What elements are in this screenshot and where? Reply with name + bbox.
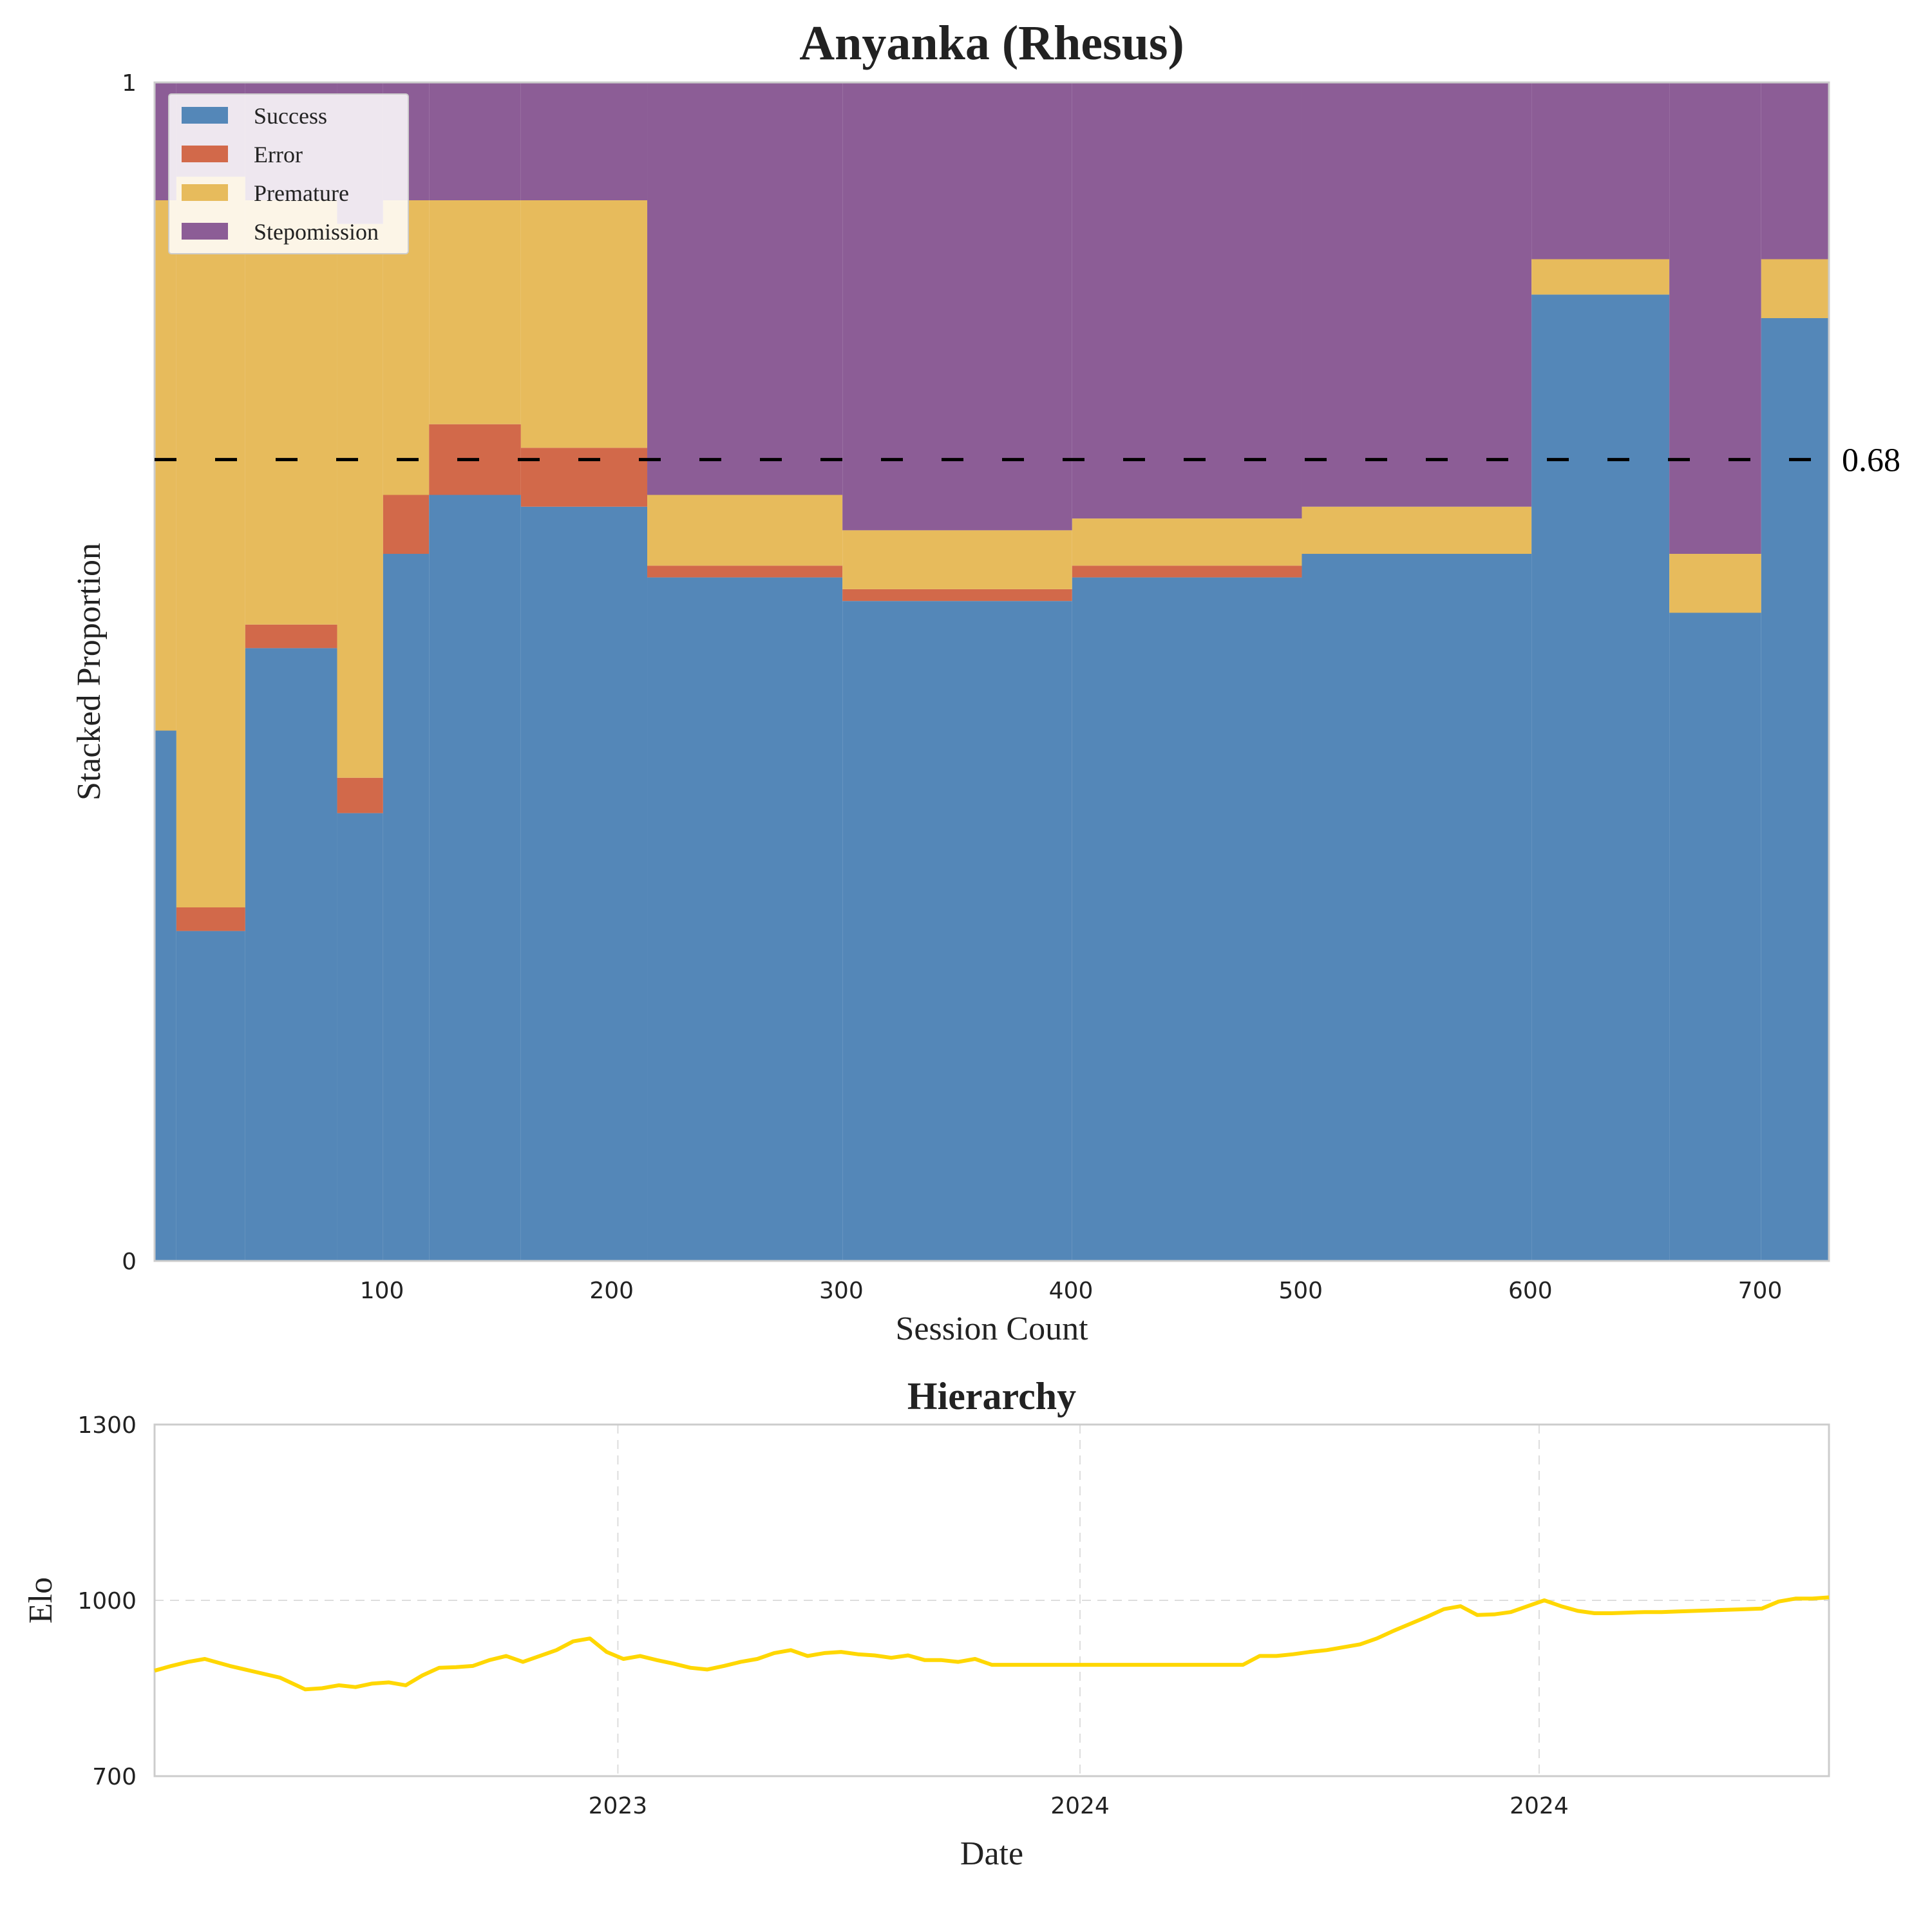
stack-segment-premature-6 (520, 200, 648, 448)
top-x-tick-labels: 100 200 300 400 500 600 700 (360, 1278, 1783, 1304)
stack-segment-error-9 (1072, 565, 1302, 578)
stack-segment-stepomission-6 (520, 82, 648, 200)
stack-segment-success-5 (429, 495, 521, 1261)
bottom-x-tick-0: 2023 (589, 1793, 648, 1819)
stack-segment-stepomission-8 (842, 82, 1072, 531)
top-x-axis-label: Session Count (895, 1311, 1088, 1347)
stack-segment-premature-1 (176, 176, 245, 907)
top-chart-legend: Success Error Premature Stepomission (168, 93, 409, 254)
top-chart-title: Anyanka (Rhesus) (799, 16, 1184, 70)
top-y-tick-labels: 01 (122, 70, 137, 1275)
bottom-x-tick-1: 2024 (1050, 1793, 1110, 1819)
stack-segment-premature-8 (842, 530, 1072, 589)
reference-line-label: 0.68 (1842, 442, 1900, 479)
stack-segment-success-4 (383, 554, 430, 1261)
top-x-tick-100: 100 (360, 1278, 404, 1304)
stacked-proportion-chart: Anyanka (Rhesus) 0.68 100 200 300 400 500 600… (71, 16, 1900, 1347)
top-y-tick-0: 0 (122, 1249, 137, 1275)
bottom-y-tick-labels: 700 1000 1300 (77, 1412, 137, 1790)
stack-segment-success-10 (1302, 554, 1532, 1261)
bottom-x-axis-label: Date (960, 1835, 1023, 1872)
stack-segment-premature-7 (647, 495, 843, 566)
stack-segment-stepomission-12 (1669, 82, 1761, 554)
bottom-y-tick-700: 700 (92, 1764, 137, 1790)
stack-segment-stepomission-11 (1531, 82, 1670, 260)
stack-segment-premature-3 (337, 223, 383, 778)
stack-segment-error-3 (337, 777, 383, 813)
stack-segment-error-2 (245, 624, 337, 649)
stack-segment-premature-10 (1302, 506, 1532, 554)
stack-segment-premature-0 (155, 200, 176, 731)
stack-segment-stepomission-13 (1761, 82, 1829, 260)
stack-segment-success-1 (176, 931, 245, 1261)
bottom-chart-frame (153, 1423, 1830, 1777)
stack-segment-success-3 (337, 813, 383, 1261)
top-y-axis-label: Stacked Proportion (71, 543, 108, 800)
bottom-x-tick-labels: 2023 2024 2024 (589, 1793, 1569, 1819)
stack-segment-premature-5 (429, 200, 521, 424)
stack-segment-success-9 (1072, 577, 1302, 1261)
stack-segment-error-4 (383, 495, 430, 554)
legend-label-stepomission: Stepomission (254, 219, 379, 245)
stack-segment-success-11 (1531, 294, 1670, 1261)
top-x-tick-300: 300 (819, 1278, 864, 1304)
legend-swatch-stepomission (182, 223, 228, 240)
top-y-tick-1: 1 (122, 70, 137, 97)
stack-segment-error-6 (520, 448, 648, 507)
stack-segment-success-12 (1669, 612, 1761, 1261)
stack-segment-success-2 (245, 648, 337, 1261)
stack-segment-premature-12 (1669, 554, 1761, 613)
stack-segment-success-8 (842, 601, 1072, 1262)
stack-segment-premature-9 (1072, 518, 1302, 566)
bottom-x-tick-2: 2024 (1510, 1793, 1569, 1819)
top-x-tick-700: 700 (1738, 1278, 1783, 1304)
bottom-y-tick-1000: 1000 (77, 1588, 137, 1615)
top-x-tick-400: 400 (1049, 1278, 1094, 1304)
stack-segment-success-13 (1761, 318, 1829, 1261)
stack-segment-stepomission-9 (1072, 82, 1302, 519)
legend-frame (168, 93, 409, 254)
stack-segment-error-7 (647, 565, 843, 578)
top-x-tick-200: 200 (589, 1278, 634, 1304)
legend-swatch-error (182, 146, 228, 162)
stack-segment-premature-13 (1761, 259, 1829, 318)
stack-segment-premature-2 (245, 200, 337, 625)
stack-segment-error-1 (176, 907, 245, 931)
stack-segment-success-6 (520, 506, 648, 1261)
stack-segment-success-0 (155, 730, 176, 1261)
legend-label-success: Success (254, 103, 327, 129)
top-x-tick-600: 600 (1508, 1278, 1553, 1304)
bottom-chart-title: Hierarchy (907, 1375, 1076, 1417)
top-chart-areas (155, 82, 1829, 1262)
stack-segment-stepomission-5 (429, 82, 521, 200)
legend-swatch-success (182, 107, 228, 124)
stack-segment-premature-11 (1531, 259, 1670, 295)
legend-label-premature: Premature (254, 180, 349, 206)
top-chart-frame (153, 81, 1830, 1262)
stack-segment-error-8 (842, 589, 1072, 601)
legend-label-error: Error (254, 142, 303, 167)
bottom-y-tick-1300: 1300 (77, 1412, 137, 1439)
legend-swatch-premature (182, 184, 228, 201)
bottom-y-axis-label: Elo (23, 1577, 59, 1624)
elo-series-line (154, 1595, 1830, 1692)
stack-segment-stepomission-10 (1302, 82, 1532, 507)
stack-segment-stepomission-7 (647, 82, 843, 495)
stack-segment-success-7 (647, 577, 843, 1261)
bottom-chart-grid (155, 1424, 1829, 1777)
top-x-tick-500: 500 (1278, 1278, 1323, 1304)
